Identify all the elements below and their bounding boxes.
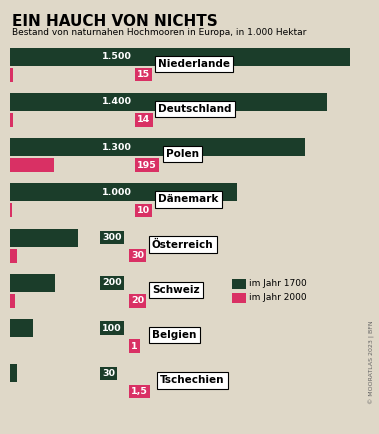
Text: © MOORATLAS 2023 | BFN: © MOORATLAS 2023 | BFN bbox=[369, 320, 375, 404]
Bar bbox=[10, 249, 17, 263]
Text: 1: 1 bbox=[131, 342, 138, 351]
Bar bbox=[232, 293, 246, 303]
Text: Belgien: Belgien bbox=[152, 330, 196, 340]
Text: 300: 300 bbox=[102, 233, 122, 242]
Text: im Jahr 1700: im Jahr 1700 bbox=[249, 279, 307, 288]
Text: 20: 20 bbox=[131, 296, 144, 306]
Bar bbox=[10, 229, 78, 247]
Bar bbox=[10, 319, 33, 337]
Text: 1.400: 1.400 bbox=[102, 97, 132, 106]
Bar bbox=[232, 279, 246, 289]
Bar bbox=[10, 113, 13, 127]
Bar bbox=[10, 365, 17, 382]
Text: 30: 30 bbox=[102, 369, 115, 378]
Text: Dänemark: Dänemark bbox=[158, 194, 218, 204]
Text: 30: 30 bbox=[131, 251, 144, 260]
Text: 10: 10 bbox=[137, 206, 150, 215]
Bar bbox=[10, 184, 236, 201]
Text: 195: 195 bbox=[137, 161, 157, 170]
Text: Österreich: Österreich bbox=[152, 240, 214, 250]
Text: Tschechien: Tschechien bbox=[160, 375, 224, 385]
Text: 1.500: 1.500 bbox=[102, 52, 132, 61]
Text: 15: 15 bbox=[137, 70, 150, 79]
Text: Deutschland: Deutschland bbox=[158, 104, 232, 114]
Bar bbox=[10, 274, 55, 292]
Bar bbox=[10, 48, 350, 66]
Bar bbox=[10, 93, 327, 111]
Text: Bestand von naturnahen Hochmooren in Europa, in 1.000 Hektar: Bestand von naturnahen Hochmooren in Eur… bbox=[12, 28, 306, 37]
Bar bbox=[10, 294, 14, 308]
Text: 1.300: 1.300 bbox=[102, 143, 132, 151]
Text: Polen: Polen bbox=[166, 149, 199, 159]
Bar bbox=[10, 204, 12, 217]
Text: 14: 14 bbox=[137, 115, 150, 125]
Text: 1,5: 1,5 bbox=[131, 387, 148, 396]
Text: EIN HAUCH VON NICHTS: EIN HAUCH VON NICHTS bbox=[12, 14, 218, 29]
Text: Schweiz: Schweiz bbox=[152, 285, 200, 295]
Bar bbox=[10, 138, 305, 156]
Text: 1.000: 1.000 bbox=[102, 188, 132, 197]
Bar bbox=[10, 68, 13, 82]
Text: im Jahr 2000: im Jahr 2000 bbox=[249, 293, 307, 302]
Text: Niederlande: Niederlande bbox=[158, 59, 230, 69]
Text: 100: 100 bbox=[102, 324, 122, 332]
Bar bbox=[10, 158, 54, 172]
Text: 200: 200 bbox=[102, 278, 122, 287]
